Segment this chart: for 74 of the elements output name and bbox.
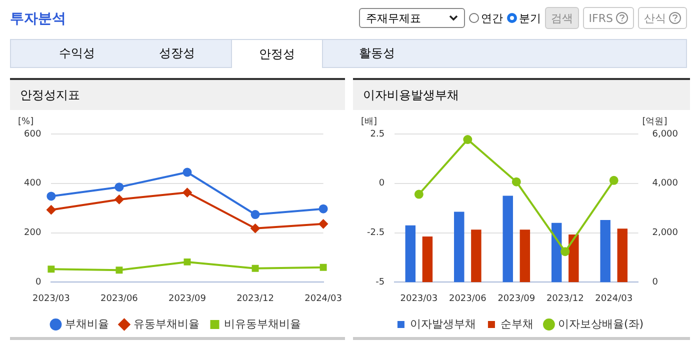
bar bbox=[568, 234, 579, 282]
y2-tick-label: 4,000 bbox=[652, 178, 678, 189]
point bbox=[320, 264, 327, 271]
y2-tick-label: 6,000 bbox=[652, 129, 678, 140]
point bbox=[182, 188, 192, 198]
point bbox=[250, 210, 260, 220]
bar bbox=[471, 230, 482, 282]
y-tick-label: -2.5 bbox=[367, 228, 385, 238]
point bbox=[46, 205, 56, 214]
text: 주재무제표 bbox=[366, 10, 421, 26]
y-tick-label: 0 bbox=[35, 278, 42, 288]
chart-title: 안정성지표 bbox=[10, 80, 345, 110]
point bbox=[318, 219, 328, 228]
point bbox=[46, 192, 56, 201]
x-tick-label: 2023/06 bbox=[100, 294, 138, 304]
y2-tick-label: 0 bbox=[652, 278, 658, 288]
text: 성장성 bbox=[158, 45, 196, 62]
bar bbox=[520, 230, 530, 282]
chart-title: 이자비용발생부채 bbox=[353, 80, 690, 110]
bar bbox=[405, 225, 416, 282]
point bbox=[512, 177, 521, 186]
legend-label: 유동부채비율 bbox=[133, 317, 200, 330]
text: 수익성 bbox=[58, 45, 96, 62]
legend-label: 이자보상배율(좌) bbox=[558, 317, 644, 330]
bar bbox=[422, 236, 433, 282]
point bbox=[184, 258, 191, 266]
text: 산식 bbox=[644, 10, 666, 26]
point bbox=[250, 224, 260, 233]
y-tick-label: 600 bbox=[24, 129, 42, 140]
legend-label: 이자발생부채 bbox=[410, 317, 476, 330]
text: 안정성 bbox=[231, 39, 323, 68]
bar bbox=[454, 212, 464, 282]
point bbox=[609, 176, 618, 185]
y-axis-title: [%] bbox=[18, 116, 34, 127]
y-tick-label: -5 bbox=[376, 278, 385, 288]
legend-label: 비유동부채비율 bbox=[224, 317, 301, 330]
point bbox=[116, 266, 123, 274]
x-tick-label: 2023/06 bbox=[448, 294, 487, 304]
bar bbox=[502, 196, 513, 282]
text: 활동성 bbox=[358, 45, 396, 62]
y-tick-label: 200 bbox=[24, 228, 42, 238]
text: 분기 bbox=[518, 10, 541, 26]
point bbox=[463, 135, 472, 144]
y-tick-label: 400 bbox=[24, 178, 42, 189]
x-tick-label: 2023/09 bbox=[498, 294, 536, 304]
legend-label: 부채비율 bbox=[64, 317, 109, 330]
y-tick-label: 2.5 bbox=[370, 129, 385, 140]
point bbox=[318, 204, 328, 214]
point bbox=[182, 168, 192, 177]
x-tick-label: 2023/12 bbox=[546, 294, 584, 304]
y2-tick-label: 2,000 bbox=[652, 228, 678, 238]
point bbox=[560, 247, 570, 256]
point bbox=[48, 266, 55, 273]
legend-label: 순부채 bbox=[500, 317, 534, 330]
y-axis-title: [배] bbox=[361, 116, 378, 127]
point bbox=[114, 194, 124, 204]
point bbox=[414, 190, 424, 199]
x-tick-label: 2024/03 bbox=[304, 294, 342, 304]
x-tick-label: 2024/03 bbox=[595, 294, 633, 304]
x-tick-label: 2023/03 bbox=[400, 294, 438, 304]
bar bbox=[617, 228, 628, 282]
x-tick-label: 2023/03 bbox=[32, 294, 70, 304]
text: 투자분석 bbox=[10, 10, 66, 28]
text: 검색 bbox=[544, 7, 579, 29]
x-tick-label: 2023/12 bbox=[236, 294, 274, 304]
x-tick-label: 2023/09 bbox=[168, 294, 206, 304]
y2-axis-title: [억원] bbox=[642, 116, 668, 127]
text: 연간 bbox=[480, 10, 503, 26]
point bbox=[114, 182, 124, 192]
bar bbox=[551, 222, 562, 282]
bar bbox=[600, 220, 610, 282]
point bbox=[252, 264, 259, 272]
y-tick-label: 0 bbox=[378, 178, 385, 189]
text: IFRS bbox=[588, 12, 613, 24]
